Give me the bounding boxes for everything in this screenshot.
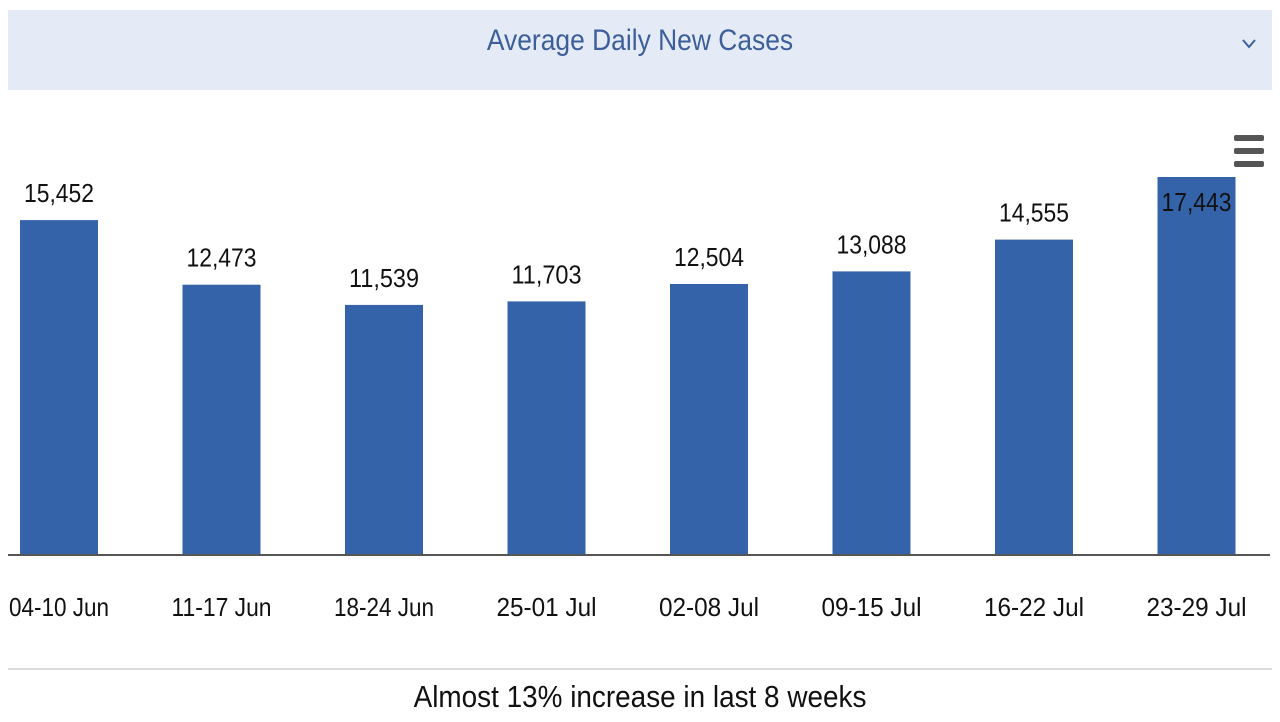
- x-tick-label-5: 02-08 Jul: [659, 592, 759, 622]
- x-tick-label-2: 11-17 Jun: [172, 592, 272, 622]
- footer-divider: [8, 668, 1272, 670]
- bar-value-label-5: 12,504: [674, 242, 744, 272]
- bar-value-label-4: 11,703: [512, 259, 582, 289]
- x-tick-label-8: 23-29 Jul: [1147, 592, 1247, 622]
- bar-3[interactable]: [345, 304, 423, 555]
- x-tick-label-7: 16-22 Jul: [984, 592, 1084, 622]
- bar-5[interactable]: [670, 284, 748, 555]
- bar-7[interactable]: [995, 239, 1073, 555]
- bar-value-label-3: 11,539: [349, 263, 419, 293]
- bar-value-label-8: 17,443: [1162, 187, 1232, 217]
- chevron-down-icon[interactable]: [1240, 34, 1258, 52]
- bar-2[interactable]: [182, 284, 261, 555]
- value-labels-layer: 15,452 12,473 11,539 11,703 12,504 13,088 14,5…: [24, 178, 1232, 293]
- bar-value-label-6: 13,088: [837, 229, 907, 259]
- bar-value-label-7: 14,555: [999, 198, 1069, 228]
- hamburger-menu-icon[interactable]: [1232, 133, 1266, 171]
- x-tick-label-6: 09-15 Jul: [822, 592, 922, 622]
- bar-value-label-1: 15,452: [24, 178, 94, 208]
- x-tick-label-3: 18-24 Jun: [334, 592, 434, 622]
- bar-value-label-2: 12,473: [187, 243, 257, 273]
- x-tick-label-1: 04-10 Jun: [9, 592, 109, 622]
- x-tick-label-4: 25-01 Jul: [497, 592, 597, 622]
- footer-caption: Almost 13% increase in last 8 weeks: [413, 679, 867, 714]
- bar-8[interactable]: [1157, 177, 1236, 555]
- bars-layer: [20, 177, 1236, 555]
- bar-6[interactable]: [832, 271, 911, 555]
- x-tick-labels-layer: 04-10 Jun 11-17 Jun 18-24 Jun 25-01 Jul 02-0…: [9, 592, 1247, 622]
- bar-4[interactable]: [507, 301, 586, 555]
- chart-header: Average Daily New Cases: [8, 10, 1272, 90]
- chart-title: Average Daily New Cases: [486, 24, 794, 57]
- bar-1[interactable]: [20, 220, 98, 555]
